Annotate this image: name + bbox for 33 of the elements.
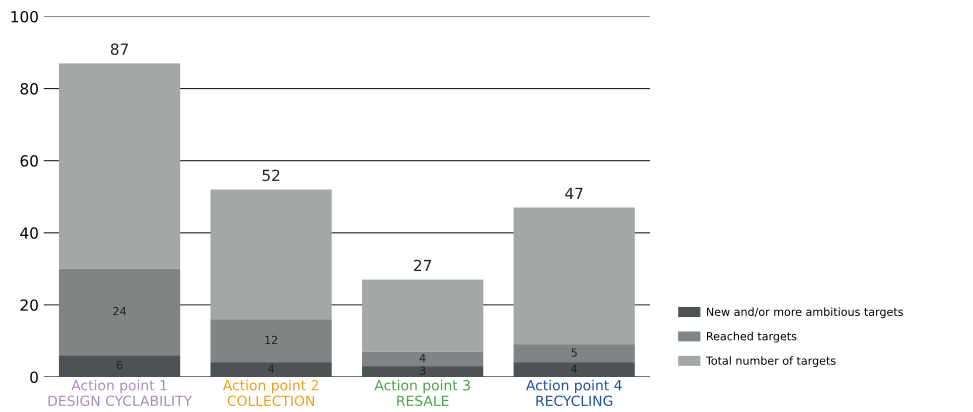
- y-tick-label: 60: [20, 155, 38, 167]
- legend-label: Reached targets: [707, 332, 796, 343]
- bar: [362, 352, 484, 366]
- y-tick-label: 80: [20, 83, 38, 95]
- x-tick-label: Action point 4 RECYCLING: [526, 380, 622, 406]
- legend-label: Total number of targets: [706, 356, 836, 367]
- bar: [210, 190, 332, 320]
- data-label: 4: [420, 354, 426, 362]
- x-tick-label: Action point 3 RESALE: [374, 380, 470, 406]
- bar: [514, 208, 635, 345]
- legend-label: New and/or more ambitious targets: [707, 307, 903, 318]
- y-tick-label: 0: [30, 371, 38, 383]
- bar: [362, 280, 484, 352]
- bar: [58, 268, 180, 356]
- bar: [210, 362, 332, 377]
- data-label: 24: [113, 306, 126, 316]
- bar: [58, 63, 180, 269]
- y-tick-label: 40: [20, 227, 38, 239]
- bar: [58, 355, 180, 377]
- bar: [210, 319, 332, 363]
- bar: [514, 344, 635, 363]
- total-label: 27: [414, 260, 432, 272]
- x-tick-label: Action point 1 DESIGN CYCLABILITY: [48, 380, 192, 406]
- total-label: 47: [565, 188, 583, 199]
- data-label: 5: [572, 348, 577, 357]
- data-label: 12: [265, 336, 278, 344]
- bar: [514, 362, 635, 377]
- bar: [362, 366, 484, 377]
- total-label: 87: [110, 43, 128, 55]
- y-tick-label: 100: [11, 10, 38, 22]
- y-tick-label: 20: [20, 299, 38, 311]
- total-label: 52: [262, 170, 280, 182]
- x-tick-label: Action point 2 COLLECTION: [222, 380, 318, 406]
